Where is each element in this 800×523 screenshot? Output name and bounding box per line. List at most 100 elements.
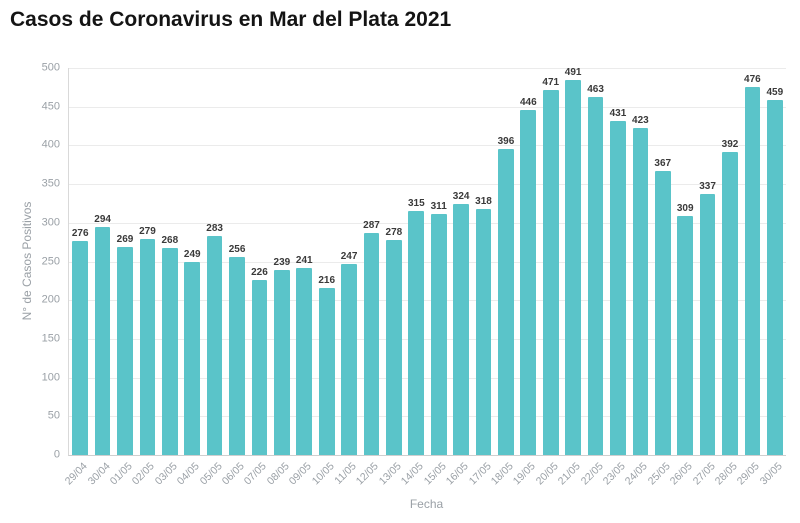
bar-slot: 241 [293, 68, 315, 455]
y-tick-label: 100 [41, 371, 60, 384]
y-axis-ticks: 0 50 100 150 200 250 300 350 400 450 500 [0, 62, 60, 460]
y-tick-label: 300 [41, 216, 60, 229]
bar-value-label: 423 [632, 114, 649, 126]
bar-value-label: 311 [430, 201, 447, 213]
bar-slot: 459 [764, 68, 786, 455]
y-tick-label: 500 [41, 61, 60, 74]
bar-value-label: 287 [363, 219, 380, 231]
bar-value-label: 269 [116, 233, 134, 245]
gridline [69, 106, 786, 108]
bar-slot: 431 [607, 68, 629, 455]
bar [72, 241, 89, 455]
y-tick-label: 0 [53, 448, 60, 461]
bar [161, 247, 178, 455]
bar-value-label: 283 [206, 222, 223, 234]
bar [251, 280, 268, 455]
bar-slot: 446 [517, 68, 539, 455]
y-tick-label: 250 [41, 255, 60, 267]
bar [341, 263, 357, 455]
bar-slot: 276 [69, 68, 91, 455]
bar-value-label: 463 [587, 83, 604, 95]
bar [318, 287, 335, 455]
bar-slot: 216 [315, 68, 337, 455]
bar-value-label: 226 [251, 267, 268, 279]
bar-value-label: 476 [744, 73, 761, 85]
bar-value-label: 309 [676, 202, 694, 214]
bar-slot: 287 [360, 68, 382, 455]
bar-value-label: 241 [295, 255, 313, 267]
bar-slot: 279 [136, 68, 158, 455]
y-tick-label: 350 [41, 177, 60, 190]
bar [610, 121, 626, 455]
bar-slot: 249 [181, 68, 203, 455]
gridline [69, 145, 786, 147]
gridline [69, 222, 786, 224]
bar-value-label: 294 [94, 214, 111, 226]
bar-slot: 337 [696, 68, 718, 455]
bar [94, 227, 111, 455]
bar-value-label: 446 [519, 96, 537, 108]
bar-value-label: 367 [654, 157, 672, 169]
bar-slot: 294 [91, 68, 113, 455]
bar-slot: 268 [159, 68, 181, 455]
plot-area: 276 294 269 279 268 249 283 256 226 239 241 216 247 2… [68, 68, 786, 456]
bar-slot: 283 [203, 68, 225, 455]
y-tick-label: 150 [41, 332, 60, 345]
bar-slot: 315 [405, 68, 427, 455]
bar [677, 215, 693, 455]
bar-slot: 476 [741, 68, 763, 455]
bar [363, 232, 380, 455]
bar [139, 239, 156, 455]
bar-slot: 423 [629, 68, 651, 455]
bar-slot: 269 [114, 68, 136, 455]
bar-slot: 278 [383, 68, 405, 455]
bar-slot: 318 [472, 68, 494, 455]
bar-slot: 226 [248, 68, 270, 455]
bar-value-label: 392 [721, 138, 739, 150]
bar [744, 86, 761, 455]
gridline [69, 338, 786, 340]
bar [498, 148, 514, 455]
y-tick-label: 450 [41, 100, 60, 113]
bar [206, 235, 223, 455]
bar [274, 270, 290, 455]
y-tick-label: 400 [41, 138, 60, 151]
y-tick-label: 200 [41, 293, 60, 306]
y-tick-label: 50 [47, 409, 60, 422]
bar-value-label: 278 [385, 226, 403, 238]
bar-slot: 247 [338, 68, 360, 455]
bar [386, 239, 402, 455]
bar-value-label: 396 [497, 135, 515, 147]
gridline [69, 416, 786, 418]
bar [587, 96, 604, 455]
bar [565, 80, 581, 455]
gridline [69, 377, 786, 379]
bar-slot: 396 [495, 68, 517, 455]
bar-value-label: 431 [609, 108, 627, 120]
bar-value-label: 318 [475, 195, 492, 207]
bar-slot: 239 [271, 68, 293, 455]
bar [430, 214, 447, 455]
x-axis-label: Fecha [409, 497, 444, 511]
bar [453, 204, 469, 455]
bar-slot: 392 [719, 68, 741, 455]
bar-value-label: 216 [318, 274, 336, 286]
bar-slot: 311 [428, 68, 450, 455]
bar-slot: 309 [674, 68, 696, 455]
bar-value-label: 276 [71, 228, 89, 240]
bar-slot: 491 [562, 68, 584, 455]
chart-title: Casos de Coronavirus en Mar del Plata 20… [10, 8, 452, 31]
bar-slot: 256 [226, 68, 248, 455]
bar-slot: 367 [652, 68, 674, 455]
bar-value-label: 256 [228, 243, 246, 255]
bar-value-label: 247 [340, 250, 358, 262]
gridline [69, 300, 786, 302]
bar-value-label: 337 [699, 181, 716, 193]
bar-value-label: 471 [542, 77, 560, 89]
bar-value-label: 491 [564, 67, 582, 78]
bar [117, 246, 133, 455]
gridline [69, 261, 786, 263]
bar-value-label: 279 [139, 226, 156, 238]
bar [542, 90, 559, 455]
bar [722, 151, 738, 455]
